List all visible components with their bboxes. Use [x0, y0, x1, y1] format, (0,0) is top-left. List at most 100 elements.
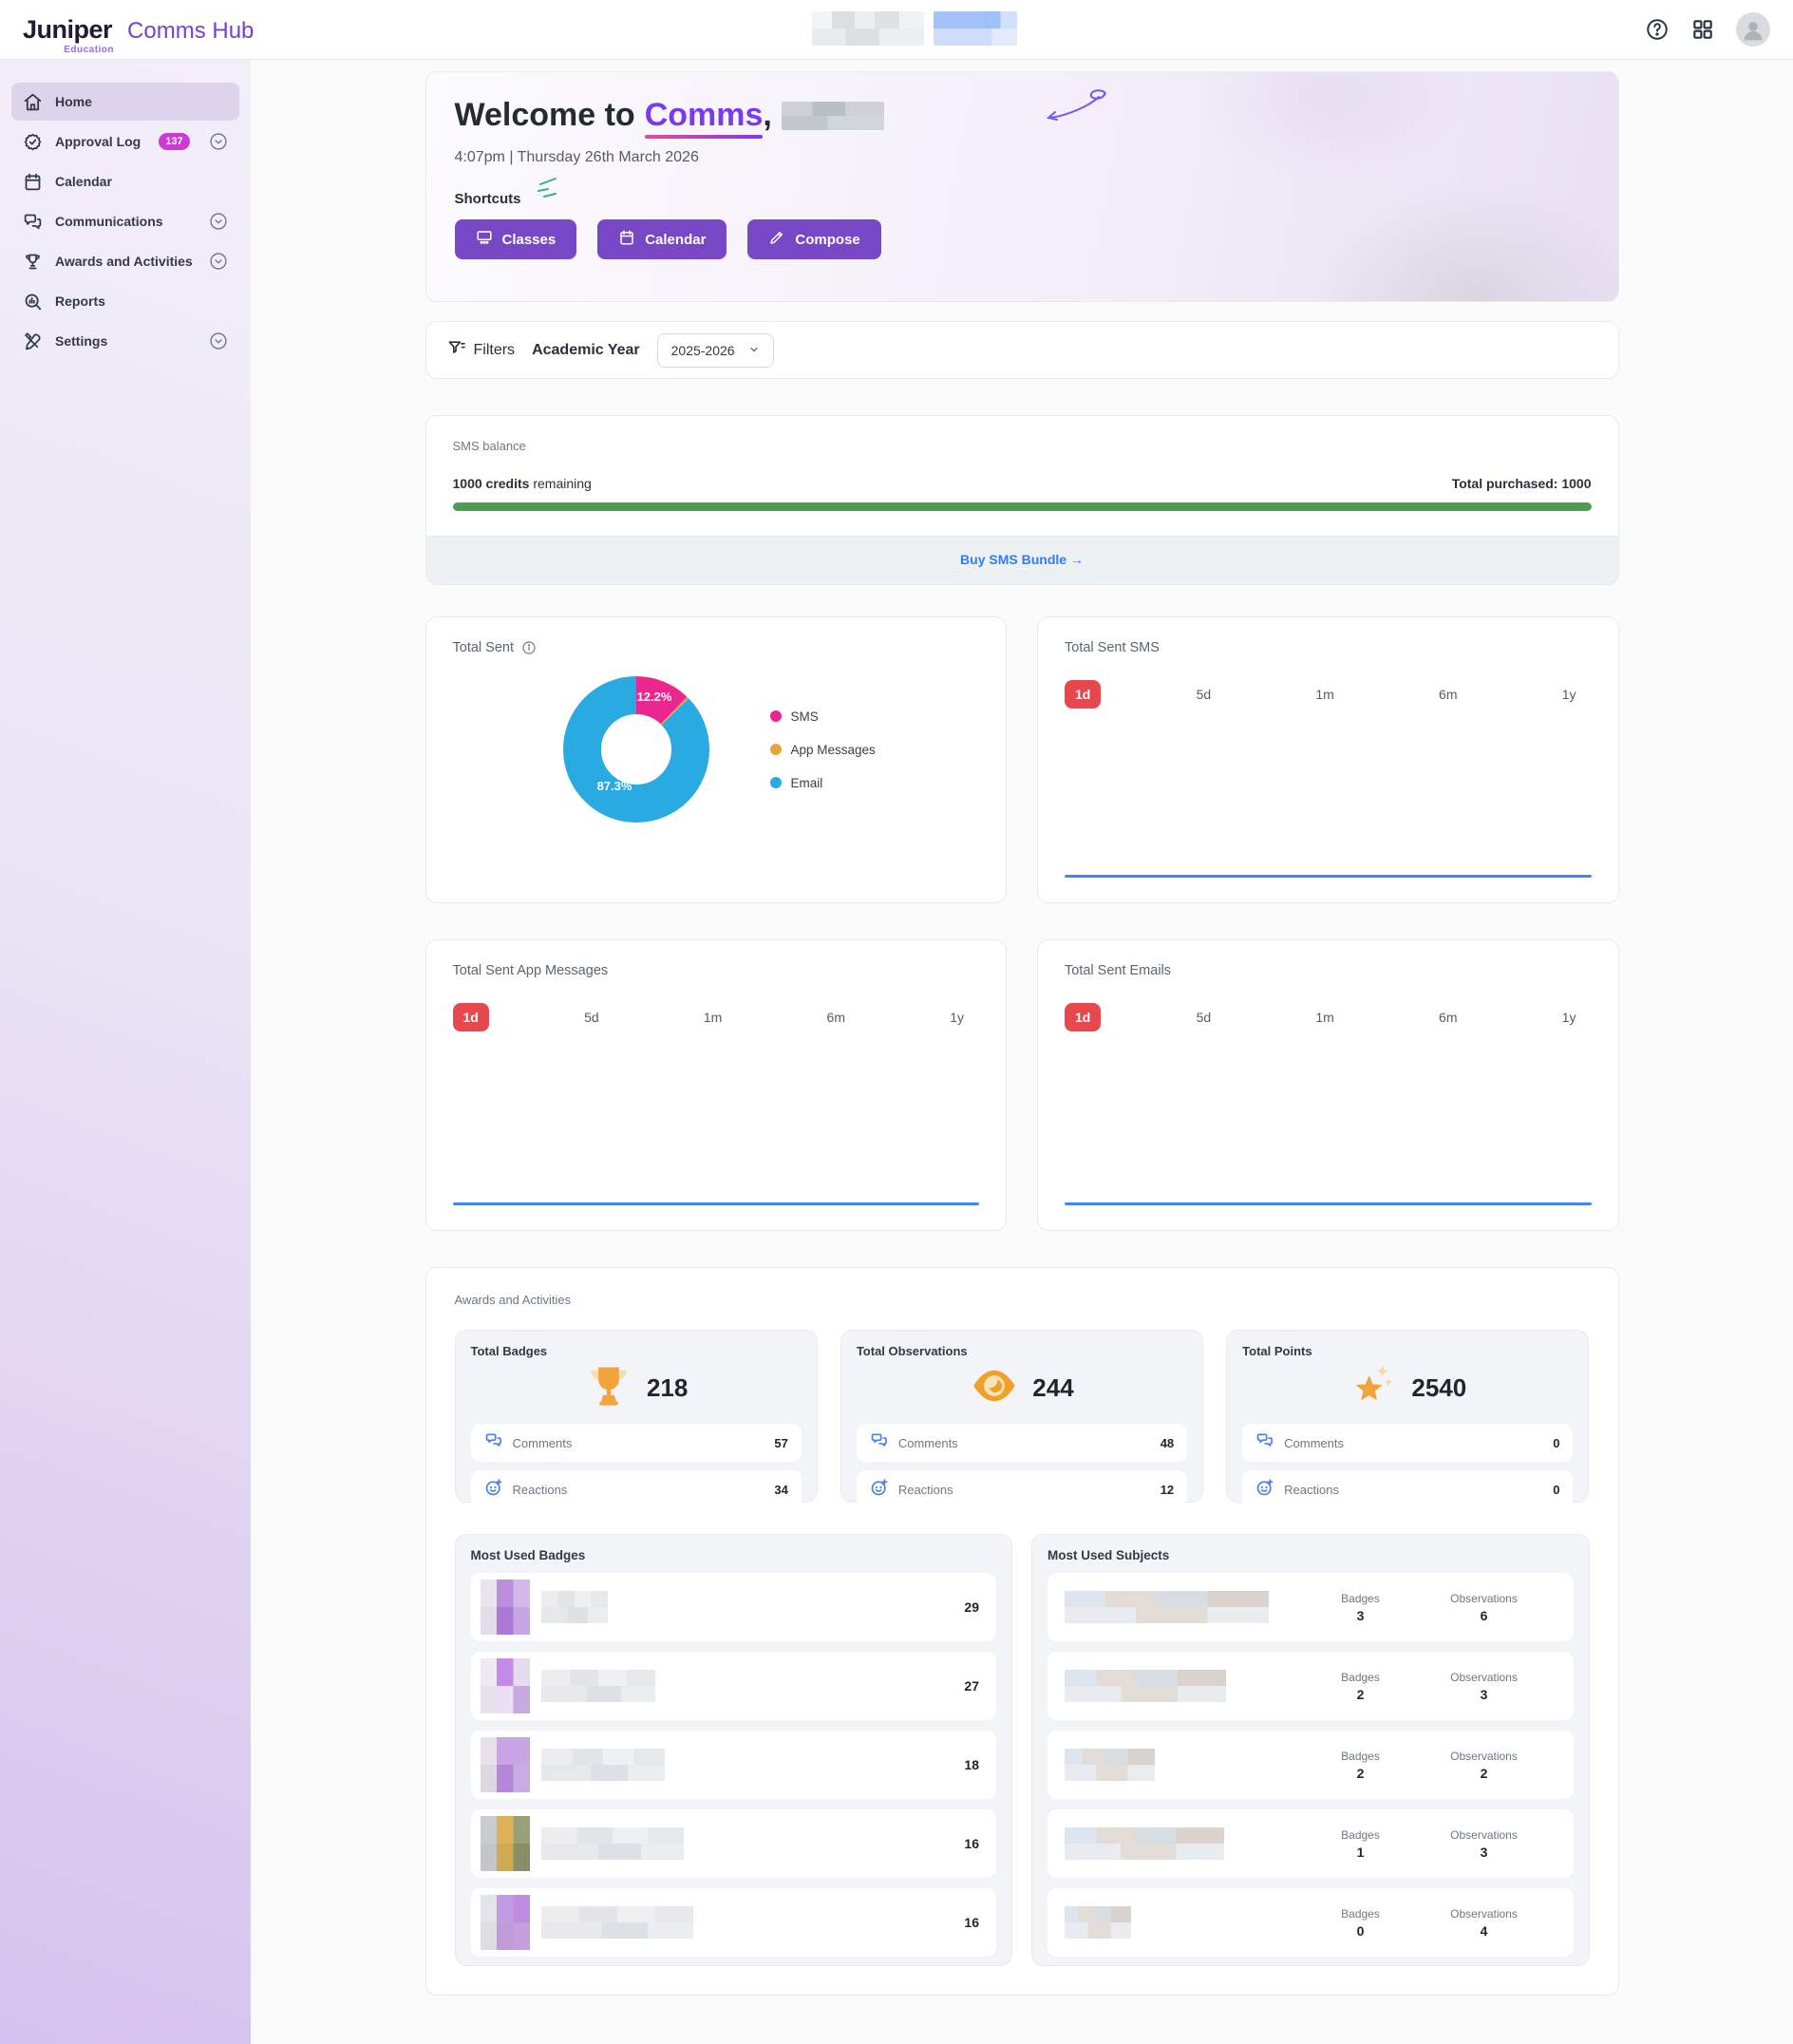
sidebar-label-reports: Reports [55, 293, 105, 309]
trophy-icon [584, 1361, 633, 1415]
sidebar-label-settings: Settings [55, 333, 108, 349]
total-sent-app-messages-title: Total Sent App Messages [452, 963, 609, 978]
sms-progress-bar [452, 502, 1592, 511]
most-used-subjects-card: Most Used Subjects Badges 3 Observations 6… [1031, 1534, 1590, 1966]
reaction-smiley-icon [1255, 1478, 1274, 1502]
chevron-down-icon [748, 343, 760, 358]
range-1d[interactable]: 1d [1065, 1003, 1102, 1031]
awards-activities-section: Awards and Activities Total Badges 218 C… [425, 1267, 1619, 1996]
redacted-badge-image [480, 1737, 530, 1792]
legend-item-sms: SMS [769, 710, 876, 724]
total-points-title: Total Points [1242, 1344, 1312, 1358]
observations-col-label: Observations [1450, 1670, 1518, 1684]
total-points-card: Total Points 2540 Comments 0 React [1226, 1330, 1590, 1508]
subject-row[interactable]: Badges 2 Observations 2 [1047, 1731, 1574, 1799]
badge-row[interactable]: 29 [470, 1573, 996, 1641]
compose-button[interactable]: Compose [747, 219, 881, 259]
calendar-shortcut-button[interactable]: Calendar [597, 219, 727, 259]
trophy-icon [23, 252, 43, 272]
sidebar-item-calendar[interactable]: Calendar [11, 162, 239, 200]
donut-label-email: 87.3% [596, 779, 632, 793]
badge-count: 16 [964, 1836, 979, 1851]
app-title: Comms Hub [127, 17, 255, 44]
range-1m[interactable]: 1m [703, 1010, 723, 1025]
badges-comments-row: Comments 57 [470, 1424, 802, 1462]
subject-row[interactable]: Badges 0 Observations 4 [1047, 1888, 1574, 1957]
subject-badges-value: 1 [1356, 1844, 1365, 1860]
help-icon[interactable] [1645, 17, 1670, 42]
sidebar-item-settings[interactable]: Settings [11, 322, 239, 360]
badge-row[interactable]: 18 [470, 1731, 996, 1799]
range-5d[interactable]: 5d [1196, 1010, 1212, 1025]
chevron-down-icon[interactable] [209, 212, 228, 231]
tools-icon [23, 331, 43, 351]
total-sent-sms-card: Total Sent SMS 1d 5d 1m 6m 1y [1037, 616, 1619, 903]
subject-row[interactable]: Badges 1 Observations 3 [1047, 1809, 1574, 1878]
sidebar-item-communications[interactable]: Communications [11, 202, 239, 240]
classes-button[interactable]: Classes [454, 219, 577, 259]
points-reactions-value: 0 [1553, 1482, 1560, 1497]
points-reactions-row: Reactions 0 [1242, 1470, 1574, 1508]
range-6m[interactable]: 6m [826, 1010, 845, 1025]
range-5d[interactable]: 5d [1196, 687, 1212, 702]
observations-comments-value: 48 [1160, 1435, 1175, 1450]
calendar-icon [618, 229, 635, 250]
filter-funnel-icon [447, 338, 466, 362]
badge-row[interactable]: 16 [470, 1809, 996, 1878]
total-sent-app-messages-card: Total Sent App Messages 1d 5d 1m 6m 1y [425, 939, 1007, 1231]
badge-count: 18 [964, 1757, 979, 1772]
welcome-datetime: 4:07pm | Thursday 26th March 2026 [454, 149, 699, 165]
observations-col-label: Observations [1450, 1591, 1518, 1605]
observations-reactions-row: Reactions 12 [856, 1470, 1188, 1508]
subject-observations-value: 6 [1480, 1607, 1488, 1623]
range-1d[interactable]: 1d [452, 1003, 489, 1031]
star-icon [1349, 1361, 1398, 1415]
sidebar-item-approval-log[interactable]: Approval Log 137 [11, 123, 239, 161]
most-used-subjects-title: Most Used Subjects [1047, 1548, 1170, 1562]
filters-label: Filters [473, 341, 516, 358]
badge-row[interactable]: 16 [470, 1888, 996, 1957]
range-6m[interactable]: 6m [1439, 687, 1458, 702]
comms-link[interactable]: Comms [645, 97, 764, 137]
points-comments-value: 0 [1553, 1435, 1560, 1450]
observations-col-label: Observations [1450, 1906, 1518, 1921]
sms-balance-card: SMS balance 1000 credits remaining Total… [425, 415, 1619, 585]
redacted-badge-name [540, 1827, 684, 1860]
range-1y[interactable]: 1y [1561, 687, 1576, 702]
info-icon[interactable] [521, 640, 537, 655]
redacted-user-name [781, 101, 884, 130]
badge-row[interactable]: 27 [470, 1652, 996, 1720]
redacted-badge-image [480, 1816, 530, 1871]
chevron-down-icon[interactable] [209, 331, 228, 350]
apps-grid-icon[interactable] [1690, 17, 1715, 42]
range-6m[interactable]: 6m [1439, 1010, 1458, 1025]
user-avatar[interactable] [1736, 12, 1770, 47]
comments-icon [1255, 1431, 1274, 1455]
range-1m[interactable]: 1m [1315, 687, 1334, 702]
app-messages-dot-icon [769, 744, 782, 755]
subject-badges-value: 2 [1356, 1686, 1365, 1702]
range-5d[interactable]: 5d [584, 1010, 599, 1025]
sidebar-item-awards[interactable]: Awards and Activities [11, 242, 239, 280]
range-1y[interactable]: 1y [1561, 1010, 1576, 1025]
buy-sms-bundle-link[interactable]: Buy SMS Bundle → [960, 552, 1084, 567]
sidebar: Home Approval Log 137 Calendar Communica… [0, 60, 251, 2044]
range-1d[interactable]: 1d [1065, 680, 1102, 709]
range-1y[interactable]: 1y [950, 1010, 964, 1025]
sidebar-item-home[interactable]: Home [11, 83, 239, 121]
calendar-icon [23, 172, 43, 192]
chevron-down-icon[interactable] [209, 132, 228, 151]
redacted-subject-name [1065, 1906, 1131, 1939]
subject-row[interactable]: Badges 3 Observations 6 [1047, 1573, 1574, 1641]
range-1m[interactable]: 1m [1315, 1010, 1334, 1025]
points-comments-row: Comments 0 [1242, 1424, 1574, 1462]
time-range-selector: 1d 5d 1m 6m 1y [1065, 1003, 1592, 1031]
total-sent-donut-chart: 12.2% 87.3% [562, 676, 709, 823]
total-points-value: 2540 [1411, 1372, 1467, 1402]
sidebar-item-reports[interactable]: Reports [11, 282, 239, 320]
total-sent-title: Total Sent [452, 640, 515, 655]
academic-year-select[interactable]: 2025-2026 [656, 332, 774, 368]
reaction-smiley-icon [484, 1478, 503, 1502]
chevron-down-icon[interactable] [209, 252, 228, 271]
subject-row[interactable]: Badges 2 Observations 3 [1047, 1652, 1574, 1720]
